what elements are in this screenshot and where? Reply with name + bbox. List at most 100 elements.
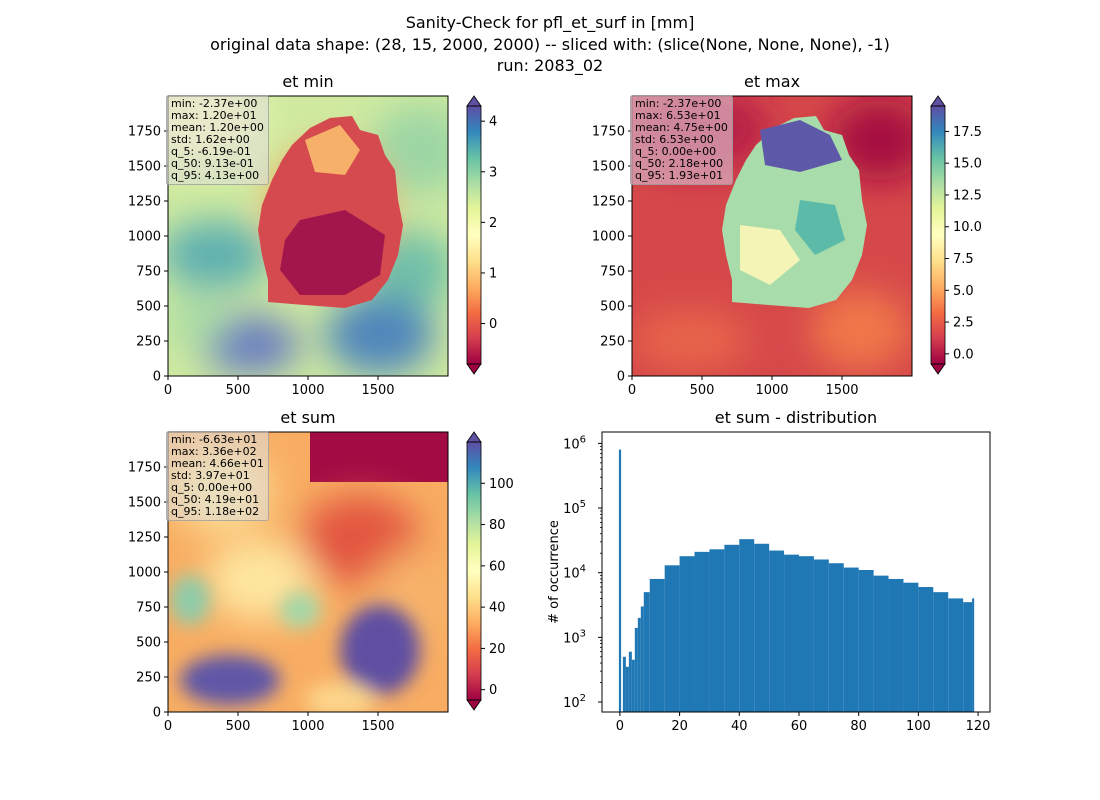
- histogram-bar: [918, 587, 934, 712]
- histogram-bar: [618, 449, 622, 712]
- colorbar-tick-label: 12.5: [953, 188, 982, 203]
- histogram-bar: [888, 578, 904, 712]
- panel-title-et-min: et min: [282, 72, 334, 91]
- x-tick-label: 1500: [825, 383, 858, 398]
- figure-title-line-3: run: 2083_02: [496, 56, 604, 75]
- y-tick-label: 1750: [128, 461, 161, 476]
- panel-title-et-max: et max: [743, 72, 801, 91]
- colorbar-extend-top: [466, 95, 482, 107]
- colorbar-extend-bottom: [466, 699, 482, 711]
- histogram-bar: [664, 565, 680, 712]
- y-tick-label: 1750: [128, 125, 161, 140]
- x-tick-label: 100: [906, 719, 931, 734]
- stat-line: min: -6.63e+01: [171, 433, 258, 446]
- x-tick-label: 500: [226, 383, 251, 398]
- y-tick-label: 750: [600, 265, 625, 280]
- y-tick-label: 0: [617, 370, 625, 385]
- stat-line: q_95: 1.93e+01: [635, 169, 724, 182]
- x-tick-label: 1000: [755, 383, 788, 398]
- stat-line: max: 3.36e+02: [171, 445, 257, 458]
- stat-line: std: 6.53e+00: [635, 133, 714, 146]
- y-tick-label: 750: [136, 265, 161, 280]
- x-tick-label: 0: [164, 383, 172, 398]
- histogram-bar: [724, 544, 740, 712]
- stat-line: q_5: 0.00e+00: [171, 481, 253, 494]
- colorbar-frame: [466, 441, 482, 701]
- y-tick-label: 102: [563, 693, 586, 711]
- colorbar-tick-label: 1: [489, 266, 497, 281]
- y-tick-label: 106: [563, 434, 586, 452]
- y-axis-label: # of occurrence: [547, 520, 562, 624]
- y-tick-label: 104: [563, 564, 586, 582]
- x-tick-label: 1500: [361, 719, 394, 734]
- colorbar-tick-label: 5.0: [953, 284, 974, 299]
- histogram-bar: [631, 659, 635, 712]
- y-tick-label: 105: [563, 499, 586, 517]
- histogram-bar: [640, 606, 644, 712]
- heatmap-et-min: [168, 96, 448, 376]
- colorbar-tick-label: 3: [489, 165, 497, 180]
- histogram-bar: [634, 627, 638, 712]
- colorbar-tick-label: 0: [489, 317, 497, 332]
- histogram-bar: [622, 656, 626, 712]
- x-tick-label: 0: [616, 719, 624, 734]
- colorbar-tick-label: 20: [489, 642, 506, 657]
- histogram-bar: [637, 617, 641, 712]
- y-tick-label: 1500: [128, 160, 161, 175]
- panel-title-et-sum: et sum: [280, 408, 336, 427]
- colorbar-et-sum: [467, 442, 481, 700]
- axes-layer: 0 500 1000 15000250500750100012501500175001…: [128, 95, 991, 734]
- colorbar-et-min: [467, 106, 481, 364]
- stats-box-et-sum: min: -6.63e+01 max: 3.36e+02 mean: 4.66e…: [166, 431, 269, 521]
- colorbar-tick-label: 100: [489, 477, 514, 492]
- stat-line: min: -2.37e+00: [171, 97, 258, 110]
- stat-line: mean: 4.75e+00: [635, 121, 728, 134]
- stats-box-et-max: min: -2.37e+00 max: 6.53e+01 mean: 4.75e…: [630, 95, 733, 185]
- colorbar-extend-top: [466, 431, 482, 443]
- histogram-bar: [948, 598, 964, 712]
- histogram-bar: [625, 666, 629, 712]
- y-tick-label: 500: [136, 636, 161, 651]
- histogram-bar: [843, 567, 859, 712]
- x-tick-label: 1500: [361, 383, 394, 398]
- colorbar-frame: [466, 105, 482, 365]
- histogram-bars: [618, 449, 975, 712]
- histogram-bar: [649, 578, 665, 712]
- stat-line: std: 1.62e+00: [171, 133, 250, 146]
- x-tick-label: 40: [731, 719, 748, 734]
- histogram-bar: [828, 563, 844, 712]
- y-tick-label: 1250: [592, 195, 625, 210]
- y-tick-label: 1500: [592, 160, 625, 175]
- colorbar-tick-label: 15.0: [953, 157, 982, 172]
- x-tick-label: 120: [966, 719, 991, 734]
- stat-line: mean: 4.66e+01: [171, 457, 264, 470]
- histogram-bar: [679, 556, 695, 712]
- y-tick-label: 750: [136, 601, 161, 616]
- histogram-bar: [784, 554, 799, 712]
- histogram-bar: [963, 602, 973, 712]
- stat-line: max: 1.20e+01: [171, 109, 257, 122]
- colorbar-extend-top: [930, 95, 946, 107]
- x-tick-label: 500: [226, 719, 251, 734]
- x-tick-label: 0: [164, 719, 172, 734]
- stat-line: max: 6.53e+01: [635, 109, 721, 122]
- x-tick-label: 1000: [291, 383, 324, 398]
- y-tick-label: 500: [136, 300, 161, 315]
- colorbar-tick-label: 7.5: [953, 252, 974, 267]
- colorbar-tick-label: 0.0: [953, 347, 974, 362]
- histogram-bar: [769, 550, 785, 712]
- stat-line: q_50: 4.19e+01: [171, 493, 260, 506]
- y-tick-label: 0: [153, 706, 161, 721]
- y-tick-label: 1000: [592, 230, 625, 245]
- colorbar-tick-label: 4: [489, 115, 497, 130]
- histogram-bar: [933, 592, 949, 712]
- axes-frame-distribution: [601, 431, 991, 713]
- x-tick-label: 1000: [291, 719, 324, 734]
- y-tick-label: 500: [600, 300, 625, 315]
- x-tick-label: 500: [690, 383, 715, 398]
- histogram-bar: [813, 559, 829, 712]
- y-tick-label: 1250: [128, 531, 161, 546]
- x-tick-label: 80: [850, 719, 867, 734]
- colorbar-tick-label: 60: [489, 559, 506, 574]
